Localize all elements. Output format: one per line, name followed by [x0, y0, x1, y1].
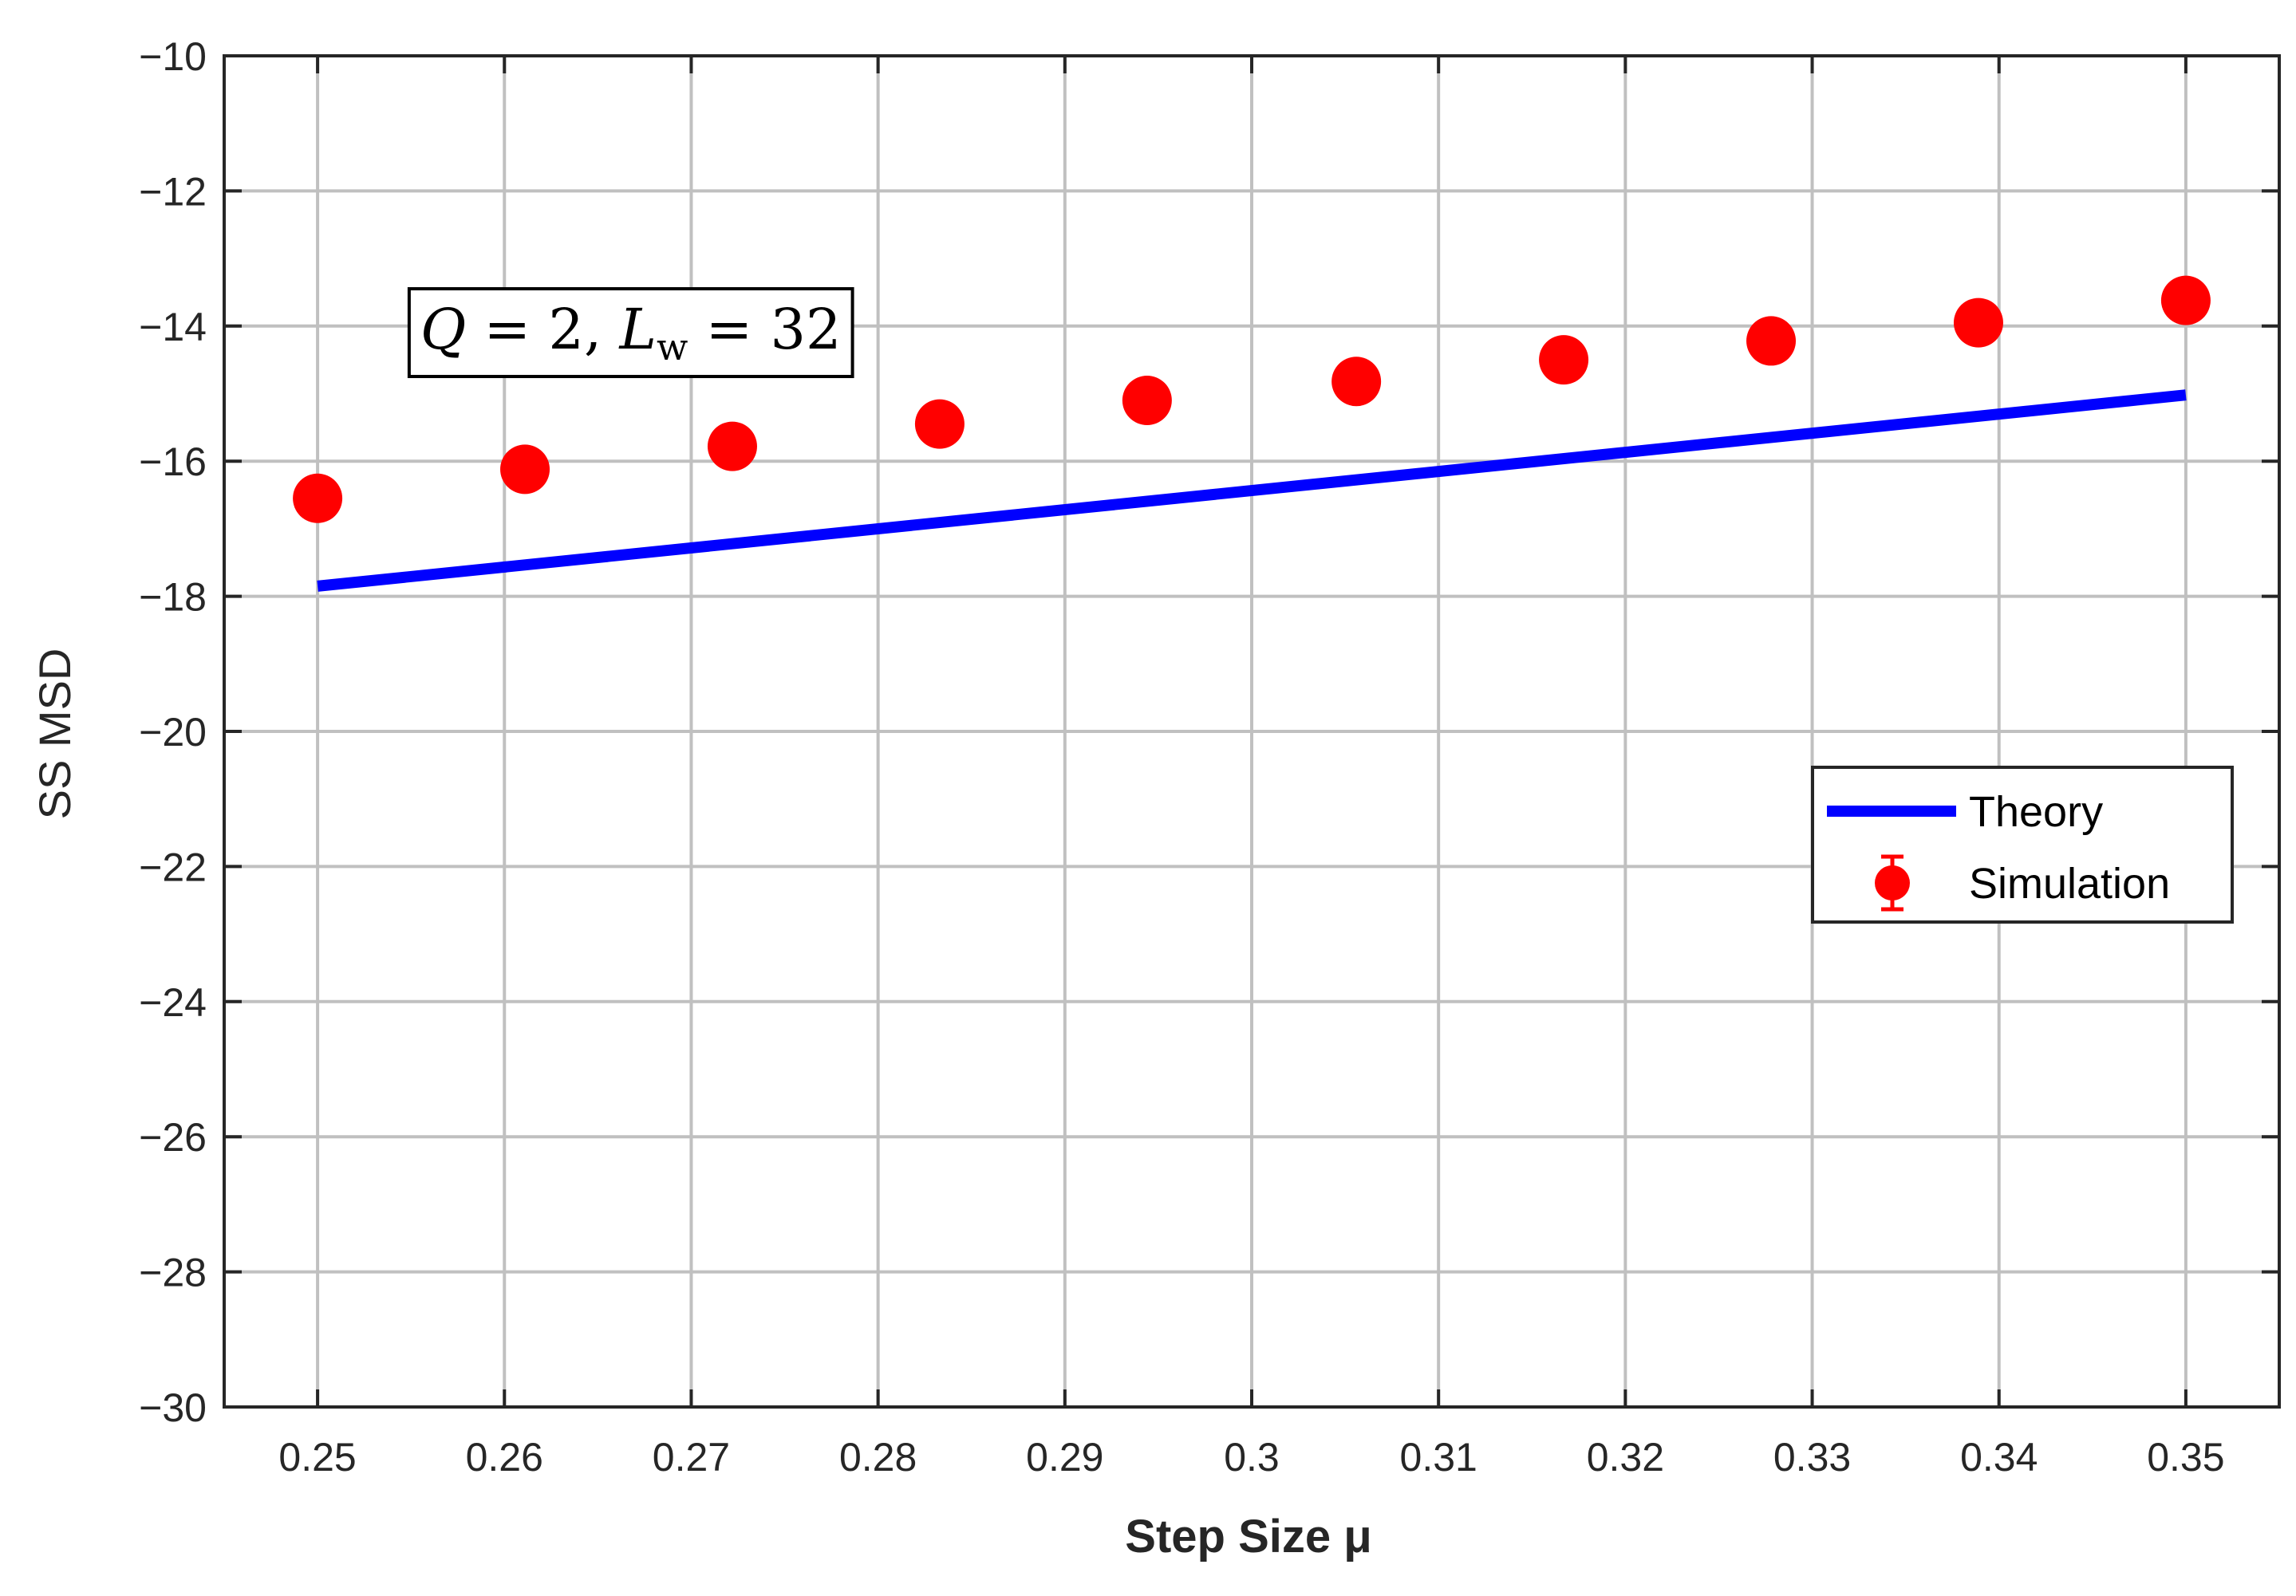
- y-tick-labels: −30 −28 −26 −24 −22 −20 −18 −16 −14 −12 −10: [139, 34, 207, 1430]
- annotation-box: Q = 2, Lw = 32: [407, 287, 854, 379]
- annotation-subscript: w: [657, 325, 688, 368]
- annotation-q: Q: [420, 297, 466, 362]
- simulation-point: [1746, 316, 1797, 366]
- annotation-eq1: = 2,: [466, 297, 619, 362]
- simulation-point: [914, 399, 965, 449]
- legend-simulation-label: Simulation: [1969, 860, 2170, 908]
- legend-theory-label: Theory: [1969, 788, 2103, 836]
- y-tick-label: −28: [139, 1251, 207, 1295]
- series-layer: [293, 275, 2211, 592]
- x-axis-label: Step Size μ: [1125, 1511, 1371, 1563]
- annotation-l: L: [617, 297, 656, 362]
- x-tick-label: 0.27: [653, 1435, 730, 1480]
- simulation-point: [707, 421, 757, 471]
- annotation-border: [407, 287, 854, 379]
- y-tick-label: −12: [139, 169, 207, 214]
- simulation-point: [1953, 298, 2003, 348]
- simulation-point: [1331, 357, 1382, 407]
- y-tick-label: −16: [139, 439, 207, 484]
- simulation-point: [293, 473, 343, 523]
- y-tick-label: −22: [139, 845, 207, 889]
- y-tick-label: −20: [139, 710, 207, 755]
- y-tick-label: −18: [139, 575, 207, 620]
- x-tick-label: 0.28: [839, 1435, 917, 1480]
- y-tick-label: −26: [139, 1115, 207, 1160]
- x-tick-label: 0.26: [466, 1435, 543, 1480]
- simulation-point: [500, 444, 550, 495]
- legend-simulation-marker: [1875, 865, 1910, 900]
- theory-line: [317, 389, 2187, 592]
- x-tick-label: 0.34: [1960, 1435, 2038, 1480]
- x-tick-label: 0.35: [2147, 1435, 2224, 1480]
- y-tick-label: −24: [139, 980, 207, 1025]
- x-tick-label: 0.25: [278, 1435, 356, 1480]
- simulation-point: [1122, 375, 1172, 425]
- annotation-eq2: = 32: [688, 297, 841, 362]
- x-tick-label: 0.29: [1026, 1435, 1103, 1480]
- y-tick-label: −10: [139, 34, 207, 79]
- y-tick-label: −14: [139, 305, 207, 349]
- simulation-point: [2160, 275, 2211, 325]
- x-tick-labels: 0.25 0.26 0.27 0.28 0.29 0.3 0.31 0.32 0.33 0.34 0…: [278, 1435, 2224, 1480]
- x-tick-label: 0.3: [1224, 1435, 1280, 1480]
- x-tick-label: 0.32: [1587, 1435, 1664, 1480]
- grid: [224, 54, 2279, 1409]
- simulation-point: [1539, 335, 1589, 385]
- annotation-text: Q = 2, Lw = 32: [420, 297, 842, 368]
- tick-marks: [224, 54, 2279, 1409]
- x-tick-label: 0.33: [1773, 1435, 1851, 1480]
- x-tick-label: 0.31: [1400, 1435, 1477, 1480]
- legend: Theory Simulation: [1811, 766, 2234, 924]
- y-tick-label: −30: [139, 1385, 207, 1430]
- y-axis-label: SS MSD: [30, 648, 80, 820]
